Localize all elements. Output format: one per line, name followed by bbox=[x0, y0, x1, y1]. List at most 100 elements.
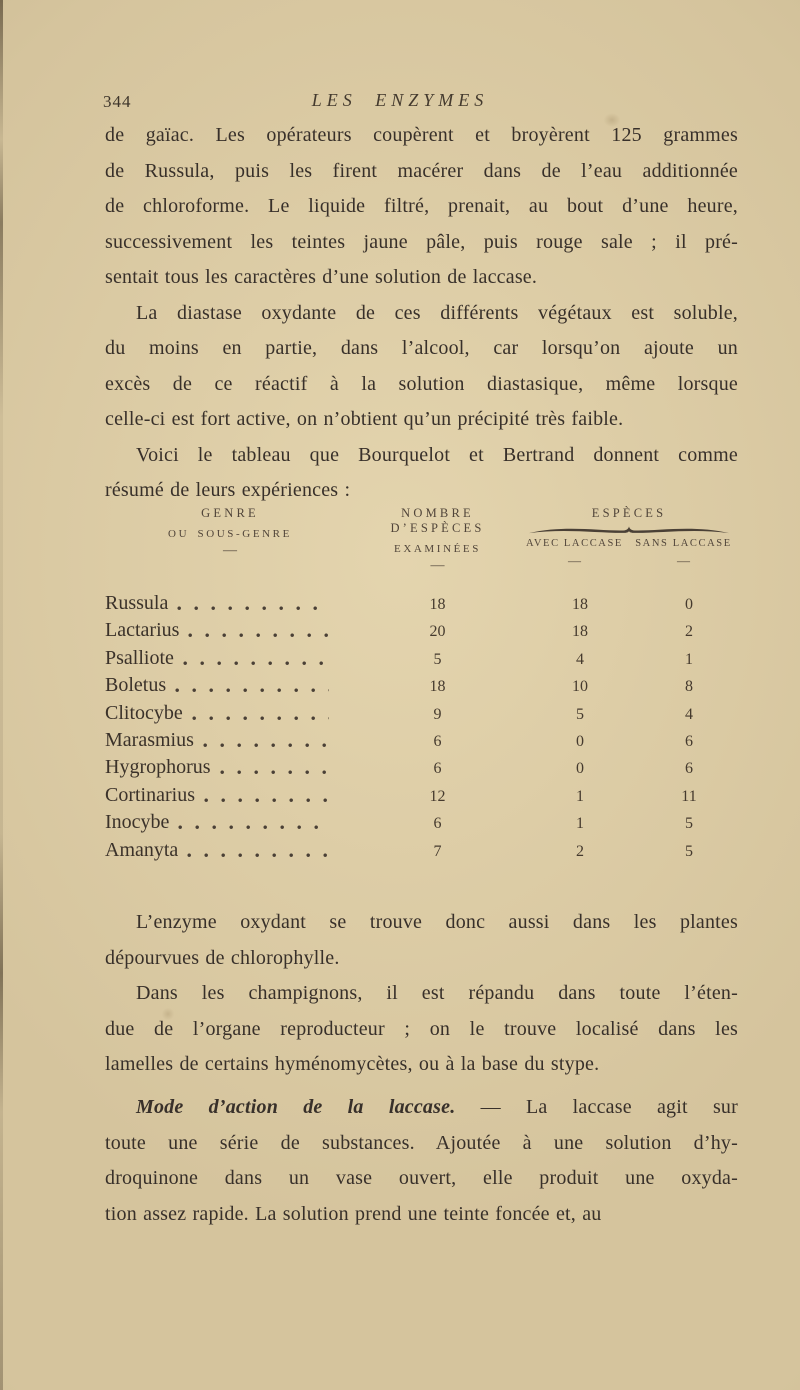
table-row: Lactarius 20 18 2 bbox=[105, 619, 738, 646]
text-line: droquinone dans un vase ouvert, elle pro… bbox=[105, 1167, 738, 1189]
text-line: toute une série de substances. Ajoutée à… bbox=[105, 1131, 738, 1154]
page-edge-shadow bbox=[0, 0, 3, 1390]
text-line: successivement les teintes jaune pâle, p… bbox=[105, 230, 738, 253]
genus-name: Boletus bbox=[105, 674, 167, 697]
dotted-leader bbox=[187, 852, 329, 858]
table-row: Boletus 18 10 8 bbox=[105, 674, 738, 701]
header-text: AVEC LACCASE bbox=[526, 538, 623, 549]
with-laccase-count: 18 bbox=[572, 623, 588, 641]
header-text: EXAMINÉES bbox=[394, 543, 481, 555]
dotted-leader bbox=[219, 770, 329, 776]
with-laccase-count: 10 bbox=[572, 678, 588, 696]
without-laccase-count: 1 bbox=[685, 650, 693, 668]
genus-name: Cortinarius bbox=[105, 783, 195, 806]
dotted-leader bbox=[182, 660, 329, 666]
examined-count: 7 bbox=[433, 842, 442, 860]
genus-name: Psalliote bbox=[105, 646, 174, 669]
table-row: Clitocybe 9 5 4 bbox=[105, 702, 738, 729]
without-laccase-count: 11 bbox=[681, 787, 697, 805]
text-line: Mode d’action de la laccase. — La laccas… bbox=[105, 1090, 738, 1126]
text-line: lamelles de certains hyménomycètes, ou à… bbox=[105, 1053, 600, 1075]
table-row: Cortinarius 12 1 11 bbox=[105, 784, 738, 811]
with-laccase-count: 0 bbox=[576, 732, 584, 750]
header-text: OU SOUS-GENRE bbox=[168, 528, 292, 540]
with-laccase-count: 1 bbox=[576, 787, 584, 805]
examined-count: 6 bbox=[433, 760, 442, 778]
without-laccase-count: 8 bbox=[685, 678, 693, 696]
genus-name: Clitocybe bbox=[105, 701, 183, 724]
with-laccase-count: 5 bbox=[576, 705, 584, 723]
table-row: Amanyta 7 2 5 bbox=[105, 839, 738, 866]
without-laccase-count: 0 bbox=[685, 596, 693, 613]
examined-count: 5 bbox=[433, 650, 442, 668]
column-header-nombre: NOMBRE D’ESPÈCES EXAMINÉES — bbox=[355, 506, 520, 574]
with-laccase-count: 1 bbox=[576, 815, 584, 833]
without-laccase-count: 4 bbox=[685, 705, 693, 723]
header-dash: — bbox=[677, 553, 690, 568]
page-number: 344 bbox=[103, 92, 132, 111]
genus-name: Inocybe bbox=[105, 811, 170, 834]
text-line: de gaïac. Les opérateurs coupèrent et br… bbox=[105, 124, 738, 146]
text-line: de chloroforme. Le liquide filtré, prena… bbox=[105, 195, 738, 217]
dotted-leader bbox=[175, 688, 329, 694]
examined-count: 12 bbox=[429, 787, 446, 805]
section-heading: Mode d’action de la laccase. bbox=[136, 1096, 456, 1118]
header-dash: — bbox=[430, 558, 445, 573]
header-text: SANS LACCASE bbox=[635, 538, 732, 549]
with-laccase-count: 0 bbox=[576, 760, 584, 778]
text-line: La diastase oxydante de ces différents v… bbox=[136, 301, 738, 324]
without-laccase-count: 6 bbox=[685, 760, 693, 778]
genus-name: Hygrophorus bbox=[105, 756, 211, 779]
examined-count: 6 bbox=[433, 732, 442, 750]
table-row: Russula 18 18 0 bbox=[105, 592, 738, 619]
text-line: Voici le tableau que Bourquelot et Bertr… bbox=[136, 443, 738, 466]
genus-name: Russula bbox=[105, 592, 169, 614]
without-laccase-count: 5 bbox=[685, 842, 693, 860]
text-line: excès de ce réactif à la solution diasta… bbox=[105, 372, 738, 395]
table-row: Inocybe 6 1 5 bbox=[105, 811, 738, 838]
with-laccase-count: 18 bbox=[572, 596, 588, 613]
text-line: sentait tous les caractères d’une soluti… bbox=[105, 266, 538, 288]
without-laccase-count: 2 bbox=[685, 623, 693, 641]
dotted-leader bbox=[204, 797, 329, 803]
table-row: Marasmius 6 0 6 bbox=[105, 729, 738, 756]
text-line: résumé de leurs expériences : bbox=[105, 479, 351, 501]
table-row: Psalliote 5 4 1 bbox=[105, 647, 738, 674]
dotted-leader bbox=[191, 715, 329, 721]
header-dash: — bbox=[223, 543, 237, 558]
genus-name: Marasmius bbox=[105, 728, 194, 751]
text-line: dépourvues de chlorophylle. bbox=[105, 946, 340, 969]
text-line: Dans les champignons, il est répandu dan… bbox=[136, 982, 738, 1004]
text-line: tion assez rapide. La solution prend une… bbox=[105, 1202, 602, 1225]
text-line: du moins en partie, dans l’alcool, car l… bbox=[105, 337, 738, 359]
header-dash: — bbox=[568, 553, 581, 568]
dotted-leader bbox=[202, 742, 329, 748]
sub-header-dashes: — — bbox=[520, 553, 738, 569]
table-header: GENRE OU SOUS-GENRE — NOMBRE D’ESPÈCES E… bbox=[105, 506, 738, 592]
dotted-leader bbox=[178, 825, 329, 831]
text-line: L’enzyme oxydant se trouve donc aussi da… bbox=[136, 911, 738, 933]
header-text: GENRE bbox=[201, 506, 259, 520]
column-header-especes: ESPÈCES AVEC LACCASE SANS LACCASE — — bbox=[520, 506, 738, 569]
examined-count: 20 bbox=[429, 623, 446, 641]
examined-count: 9 bbox=[433, 705, 442, 723]
examined-count: 18 bbox=[429, 596, 446, 613]
text-line: celle-ci est fort active, on n’obtient q… bbox=[105, 408, 624, 430]
with-laccase-count: 4 bbox=[576, 650, 584, 668]
laccase-results-table: GENRE OU SOUS-GENRE — NOMBRE D’ESPÈCES E… bbox=[105, 506, 738, 866]
dotted-leader bbox=[188, 633, 329, 639]
text-line: de Russula, puis les firent macérer dans… bbox=[105, 159, 738, 182]
examined-count: 18 bbox=[429, 678, 446, 696]
body-text-top: de gaïac. Les opérateurs coupèrent et br… bbox=[105, 118, 738, 509]
header-text: NOMBRE D’ESPÈCES bbox=[390, 506, 485, 535]
examined-count: 6 bbox=[433, 815, 442, 833]
column-header-genre: GENRE OU SOUS-GENRE — bbox=[105, 506, 355, 559]
text-line: due de l’organe reproducteur ; on le tro… bbox=[105, 1017, 738, 1040]
section-lead-rest: — La laccase agit sur bbox=[480, 1096, 738, 1118]
without-laccase-count: 6 bbox=[685, 732, 693, 750]
genus-name: Amanyta bbox=[105, 838, 179, 861]
body-text-after-table: L’enzyme oxydant se trouve donc aussi da… bbox=[105, 905, 738, 1083]
brace-under-especes-icon bbox=[520, 523, 738, 536]
header-text: ESPÈCES bbox=[591, 506, 667, 520]
